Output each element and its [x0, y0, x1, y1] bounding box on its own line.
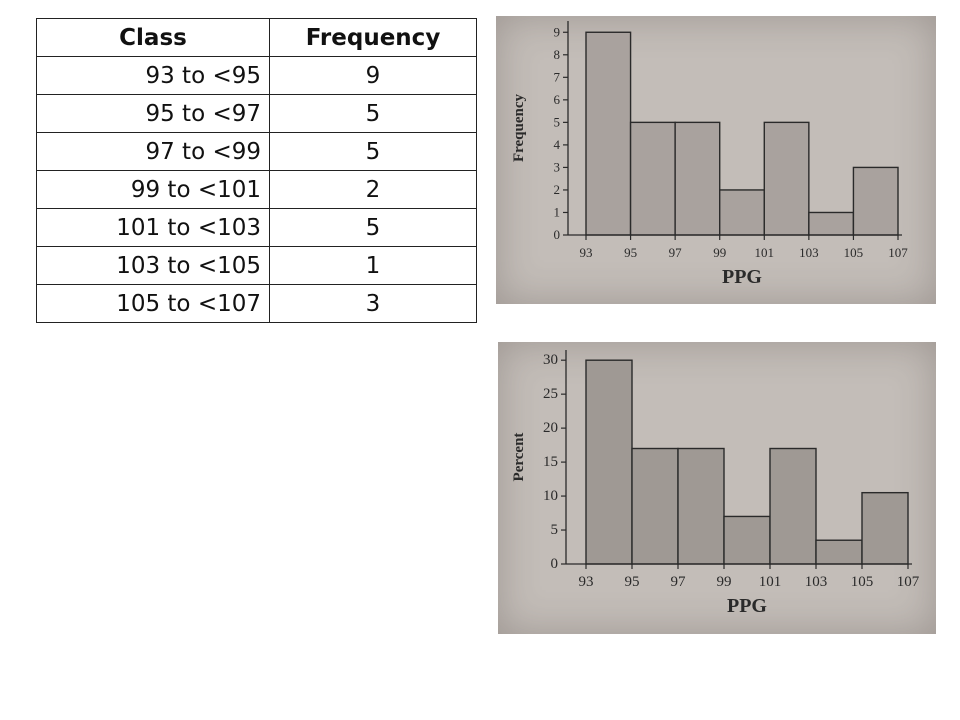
x-tick-label: 107	[897, 574, 920, 590]
class-cell: 105 to <107	[36, 284, 270, 323]
x-axis-title: PPG	[727, 595, 767, 617]
x-tick-label: 105	[844, 245, 864, 260]
x-tick-label: 99	[717, 574, 732, 590]
frequency-column-header: Frequency	[269, 18, 477, 57]
histogram-bar	[677, 447, 725, 565]
histogram-bar	[852, 166, 899, 236]
x-axis-title: PPG	[722, 266, 762, 288]
y-tick-label: 6	[554, 92, 561, 107]
x-tick-label: 97	[671, 574, 687, 590]
y-tick-label: 5	[551, 522, 559, 538]
class-cell: 97 to <99	[36, 132, 270, 171]
frequency-histogram-photo: 0 1 2 3 4 5 6 7 8 9 93 95 97 99 101 103 105 107 PPG Frequen…	[496, 16, 936, 304]
percent-histogram: 0 5 10 15 20 25 30 93 95 97 99 101 103 105 107 PPG Perce…	[511, 350, 920, 617]
table-row: 105 to <107 3	[36, 284, 477, 323]
x-tick-label: 103	[799, 245, 819, 260]
frequency-cell: 3	[269, 284, 477, 323]
x-tick-label: 97	[669, 245, 683, 260]
frequency-cell: 5	[269, 208, 477, 247]
y-tick-label: 10	[543, 488, 558, 504]
frequency-cell: 2	[269, 170, 477, 209]
frequency-cell: 5	[269, 94, 477, 133]
y-tick-label: 7	[554, 69, 561, 84]
x-tick-label: 93	[580, 245, 593, 260]
histogram-bar	[769, 447, 817, 565]
histogram-bar	[585, 359, 633, 565]
y-tick-label: 0	[551, 556, 559, 572]
y-tick-label: 30	[543, 352, 558, 368]
histogram-bar	[808, 211, 855, 236]
histogram-bar	[763, 121, 810, 236]
x-tick-label: 103	[805, 574, 828, 590]
x-tick-label: 99	[713, 245, 726, 260]
histogram-bar	[629, 121, 676, 236]
x-tick-label: 93	[579, 574, 594, 590]
frequency-histogram: 0 1 2 3 4 5 6 7 8 9 93 95 97 99 101 103 105 107 PPG Frequen…	[511, 21, 908, 288]
histogram-bar	[723, 515, 771, 565]
class-column-header: Class	[36, 18, 270, 57]
class-cell: 93 to <95	[36, 56, 270, 95]
x-tick-label: 95	[625, 574, 640, 590]
table-row: 95 to <97 5	[36, 94, 477, 133]
table-row: 101 to <103 5	[36, 208, 477, 247]
frequency-table: Class Frequency 93 to <95 9 95 to <97 5 …	[36, 18, 477, 323]
histogram-bar	[815, 539, 863, 565]
class-cell: 95 to <97	[36, 94, 270, 133]
x-tick-label: 107	[888, 245, 908, 260]
y-axis-title: Percent	[511, 433, 527, 482]
class-cell: 103 to <105	[36, 246, 270, 285]
y-tick-label: 2	[554, 182, 561, 197]
frequency-cell: 1	[269, 246, 477, 285]
class-cell: 101 to <103	[36, 208, 270, 247]
frequency-cell: 5	[269, 132, 477, 171]
y-tick-label: 0	[554, 227, 561, 242]
histogram-bar	[674, 121, 721, 236]
y-tick-label: 20	[543, 420, 558, 436]
histogram-bar	[631, 447, 679, 565]
y-tick-label: 1	[554, 204, 561, 219]
histogram-bar	[719, 189, 765, 236]
x-tick-label: 95	[624, 245, 637, 260]
y-axis-title: Frequency	[511, 93, 527, 162]
y-tick-label: 3	[554, 159, 561, 174]
x-tick-label: 101	[759, 574, 782, 590]
table-row: 93 to <95 9	[36, 56, 477, 95]
table-row: 103 to <105 1	[36, 246, 477, 285]
table-row: 99 to <101 2	[36, 170, 477, 209]
y-tick-label: 9	[554, 24, 561, 39]
table-row: 97 to <99 5	[36, 132, 477, 171]
y-tick-label: 8	[554, 47, 561, 62]
table-header-row: Class Frequency	[36, 18, 477, 57]
y-tick-label: 5	[554, 114, 561, 129]
frequency-cell: 9	[269, 56, 477, 95]
x-tick-label: 105	[851, 574, 874, 590]
class-cell: 99 to <101	[36, 170, 270, 209]
x-tick-label: 101	[755, 245, 775, 260]
y-tick-label: 4	[554, 137, 561, 152]
y-tick-label: 25	[543, 386, 558, 402]
histogram-bar	[861, 491, 909, 565]
percent-histogram-photo: 0 5 10 15 20 25 30 93 95 97 99 101 103 105 107 PPG Perce…	[498, 342, 936, 634]
y-tick-label: 15	[543, 454, 558, 470]
histogram-bar	[585, 31, 632, 236]
